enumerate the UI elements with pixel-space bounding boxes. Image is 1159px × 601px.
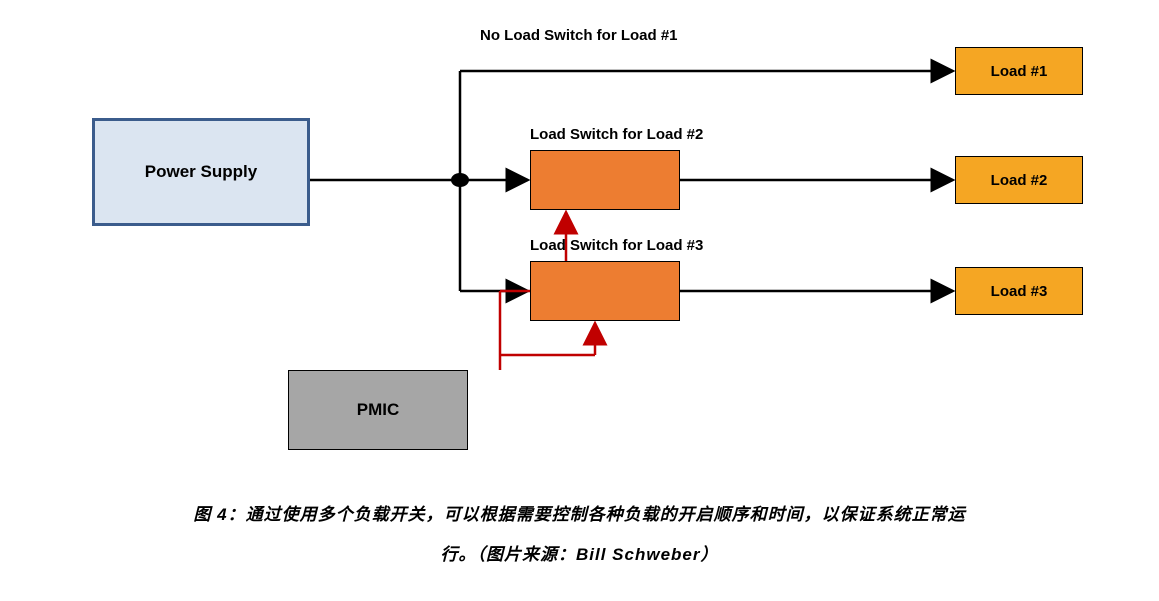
load1-box: Load #1 — [955, 47, 1083, 95]
load3-box: Load #3 — [955, 267, 1083, 315]
load2-label: Load #2 — [991, 172, 1048, 189]
caption-line2: 行。（图片来源：Bill Schweber） — [0, 540, 1159, 565]
load-switch-3-box — [530, 261, 680, 321]
power-supply-box: Power Supply — [92, 118, 310, 226]
no-load-switch-label: No Load Switch for Load #1 — [480, 27, 678, 44]
diagram-root: Power Supply PMIC Load #1 Load #2 Load #… — [0, 0, 1159, 601]
pmic-box: PMIC — [288, 370, 468, 450]
load1-label: Load #1 — [991, 63, 1048, 80]
load3-label: Load #3 — [991, 283, 1048, 300]
ls3-title-label: Load Switch for Load #3 — [530, 237, 703, 254]
caption-line1: 图 4：通过使用多个负载开关，可以根据需要控制各种负载的开启顺序和时间，以保证系… — [0, 500, 1159, 525]
load2-box: Load #2 — [955, 156, 1083, 204]
power-supply-label: Power Supply — [145, 162, 257, 182]
pmic-label: PMIC — [357, 400, 400, 420]
junction-dot — [451, 173, 469, 187]
load-switch-2-box — [530, 150, 680, 210]
ls2-title-label: Load Switch for Load #2 — [530, 126, 703, 143]
